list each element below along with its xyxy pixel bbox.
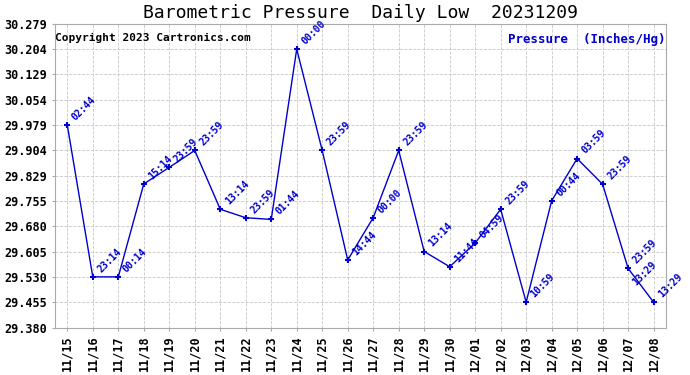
Text: 23:59: 23:59 <box>402 120 429 148</box>
Text: 02:44: 02:44 <box>70 94 98 122</box>
Text: 00:14: 00:14 <box>121 246 149 274</box>
Text: 23:59: 23:59 <box>197 120 226 148</box>
Text: 15:14: 15:14 <box>146 153 175 181</box>
Text: Pressure  (Inches/Hg): Pressure (Inches/Hg) <box>509 33 666 46</box>
Text: 23:59: 23:59 <box>631 238 659 266</box>
Text: 00:44: 00:44 <box>555 170 582 198</box>
Text: 23:59: 23:59 <box>248 187 277 215</box>
Text: 13:14: 13:14 <box>427 221 455 249</box>
Text: 03:59: 03:59 <box>580 128 608 156</box>
Text: 11:44: 11:44 <box>453 236 480 264</box>
Text: 23:59: 23:59 <box>172 137 200 165</box>
Text: 10:59: 10:59 <box>529 272 557 300</box>
Text: 23:14: 23:14 <box>96 246 124 274</box>
Text: 14:44: 14:44 <box>351 230 378 257</box>
Title: Barometric Pressure  Daily Low  20231209: Barometric Pressure Daily Low 20231209 <box>143 4 578 22</box>
Text: 23:59: 23:59 <box>504 178 531 207</box>
Text: 23:59: 23:59 <box>605 154 633 182</box>
Text: Copyright 2023 Cartronics.com: Copyright 2023 Cartronics.com <box>55 33 251 43</box>
Text: 00:00: 00:00 <box>299 18 327 46</box>
Text: 01:44: 01:44 <box>274 189 302 217</box>
Text: 04:59: 04:59 <box>478 213 506 240</box>
Text: 00:00: 00:00 <box>376 187 404 215</box>
Text: 13:29: 13:29 <box>656 272 684 300</box>
Text: 13:14: 13:14 <box>223 178 251 207</box>
Text: 23:59: 23:59 <box>325 120 353 148</box>
Text: 13:29: 13:29 <box>631 260 659 288</box>
